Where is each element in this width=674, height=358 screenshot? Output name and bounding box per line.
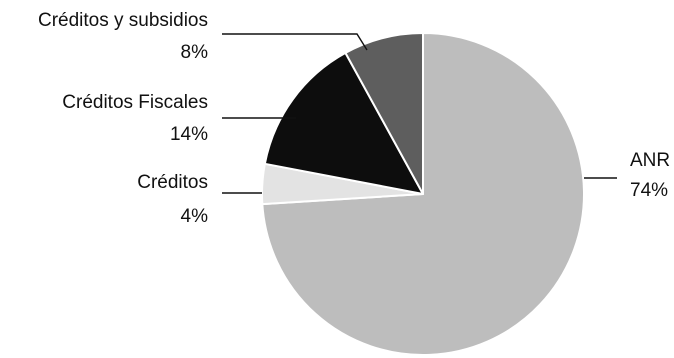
slice-percent-anr: 74%: [630, 180, 668, 201]
slice-label-anr: ANR: [630, 150, 670, 171]
slice-label-creditos-y-subsidios: Créditos y subsidios: [38, 10, 208, 31]
slice-label-creditos-fiscales: Créditos Fiscales: [62, 92, 208, 113]
slice-creditos-y-subsidios: [344, 32, 424, 195]
leader-lines: [222, 33, 617, 194]
slice-percent-creditos-y-subsidios: 8%: [181, 42, 209, 63]
slice-label-creditos: Créditos: [137, 172, 208, 193]
pie-slices: [261, 32, 586, 356]
slice-creditos-fiscales: [263, 51, 424, 195]
slice-percent-creditos-fiscales: 14%: [170, 124, 208, 145]
slice-percent-creditos: 4%: [181, 206, 209, 227]
leader-line-creditos-y-subsidios: [222, 33, 368, 51]
